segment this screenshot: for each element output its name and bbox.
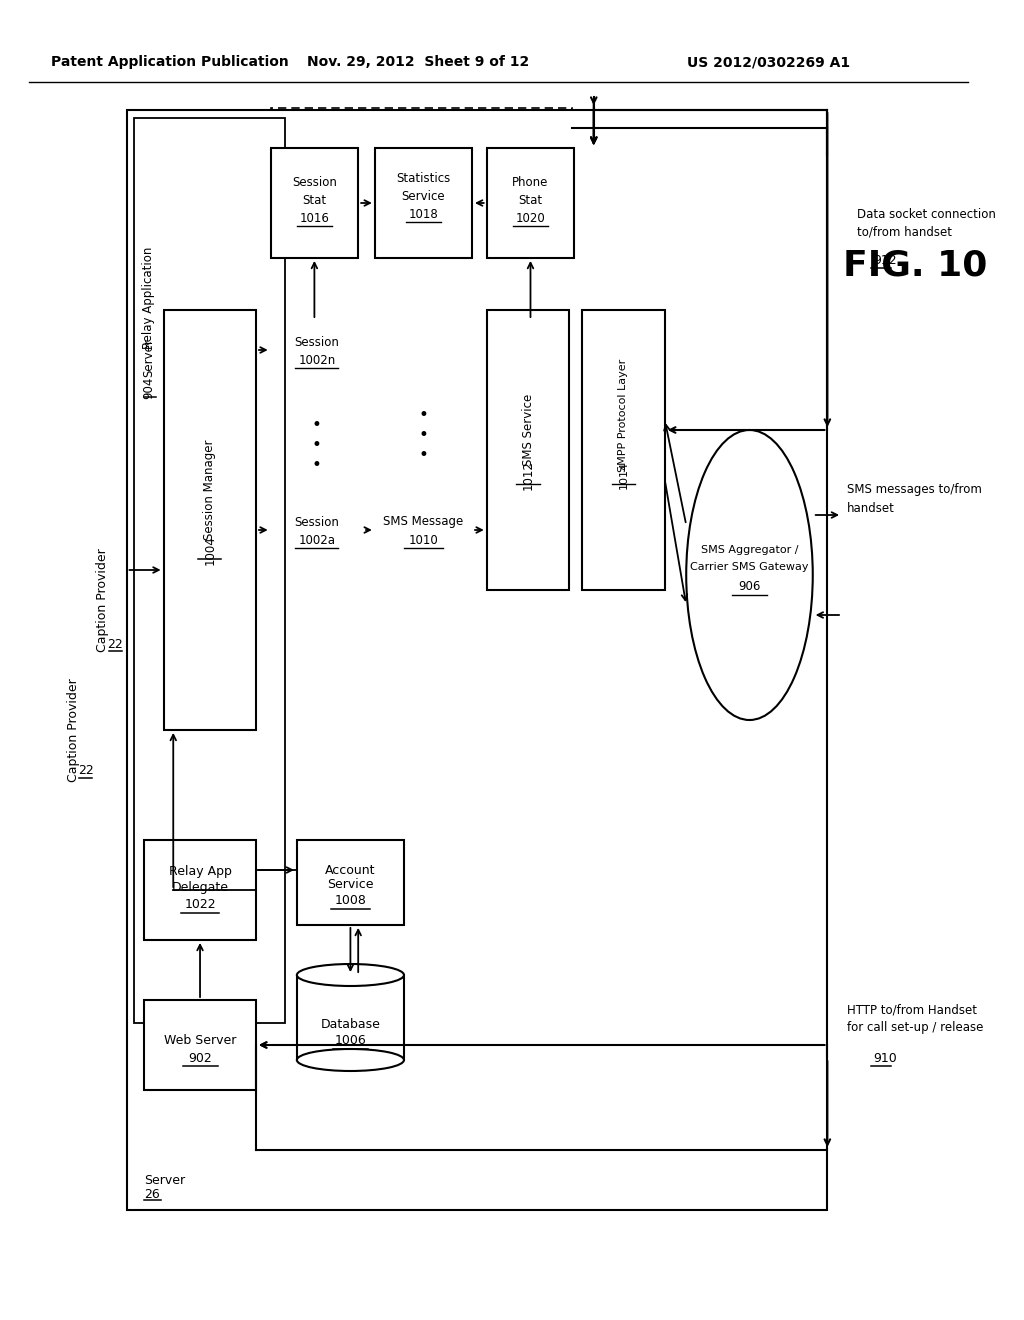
Text: SMS Aggregator /: SMS Aggregator / bbox=[700, 545, 799, 554]
Text: Data socket connection: Data socket connection bbox=[856, 209, 995, 222]
Ellipse shape bbox=[297, 1049, 403, 1071]
Text: SMS messages to/from: SMS messages to/from bbox=[847, 483, 982, 496]
Ellipse shape bbox=[686, 430, 813, 719]
Text: •: • bbox=[419, 407, 428, 424]
Text: Caption Provider: Caption Provider bbox=[67, 678, 80, 781]
Text: Session: Session bbox=[294, 335, 339, 348]
Text: Database: Database bbox=[321, 1019, 380, 1031]
Bar bbox=[127, 110, 827, 1210]
Text: 22: 22 bbox=[106, 639, 123, 652]
Text: 912: 912 bbox=[873, 253, 897, 267]
Bar bbox=[582, 310, 665, 590]
Bar bbox=[164, 310, 256, 730]
Text: SMS Message: SMS Message bbox=[383, 516, 464, 528]
Text: Carrier SMS Gateway: Carrier SMS Gateway bbox=[690, 562, 809, 572]
Text: Session Manager: Session Manager bbox=[203, 440, 216, 540]
Text: Phone: Phone bbox=[512, 177, 549, 190]
Text: Statistics: Statistics bbox=[396, 172, 451, 185]
Ellipse shape bbox=[297, 964, 403, 986]
Text: Delegate: Delegate bbox=[172, 882, 228, 895]
Text: Caption Provider: Caption Provider bbox=[95, 548, 109, 652]
Text: Service: Service bbox=[327, 879, 374, 891]
Bar bbox=[375, 148, 472, 257]
Text: Web Server: Web Server bbox=[164, 1034, 237, 1047]
Text: handset: handset bbox=[847, 502, 895, 515]
Text: Server: Server bbox=[144, 1173, 185, 1187]
Bar bbox=[375, 490, 472, 570]
Text: •: • bbox=[312, 436, 322, 454]
Bar bbox=[134, 117, 286, 1023]
Text: •: • bbox=[312, 416, 322, 434]
Text: 1010: 1010 bbox=[409, 533, 438, 546]
Text: 1018: 1018 bbox=[409, 207, 438, 220]
Text: 1008: 1008 bbox=[335, 895, 367, 908]
Text: SMS Service: SMS Service bbox=[521, 393, 535, 466]
Text: 1016: 1016 bbox=[299, 211, 330, 224]
Text: 902: 902 bbox=[188, 1052, 212, 1064]
Text: Session: Session bbox=[292, 177, 337, 190]
Bar bbox=[297, 840, 403, 925]
Text: •: • bbox=[312, 455, 322, 474]
Text: 26: 26 bbox=[144, 1188, 160, 1201]
Text: Relay Application: Relay Application bbox=[142, 247, 156, 350]
Text: Relay App: Relay App bbox=[169, 866, 231, 879]
Text: 1006: 1006 bbox=[335, 1035, 367, 1048]
Text: Service: Service bbox=[401, 190, 445, 202]
Text: 910: 910 bbox=[873, 1052, 897, 1064]
Text: •: • bbox=[419, 446, 428, 465]
Text: Nov. 29, 2012  Sheet 9 of 12: Nov. 29, 2012 Sheet 9 of 12 bbox=[307, 55, 529, 69]
Text: 1004: 1004 bbox=[203, 535, 216, 565]
Bar bbox=[144, 1001, 256, 1090]
Bar bbox=[270, 490, 364, 570]
Bar bbox=[297, 975, 403, 1060]
Text: 1022: 1022 bbox=[184, 899, 216, 912]
Text: SMPP Protocol Layer: SMPP Protocol Layer bbox=[618, 358, 629, 471]
Text: Session: Session bbox=[294, 516, 339, 528]
Text: Patent Application Publication: Patent Application Publication bbox=[51, 55, 289, 69]
Text: 22: 22 bbox=[78, 763, 93, 776]
Text: 1002n: 1002n bbox=[298, 354, 336, 367]
Text: 1002a: 1002a bbox=[298, 533, 335, 546]
Bar bbox=[486, 310, 569, 590]
Bar bbox=[144, 840, 256, 940]
Text: •: • bbox=[419, 426, 428, 444]
Text: US 2012/0302269 A1: US 2012/0302269 A1 bbox=[687, 55, 851, 69]
Text: for call set-up / release: for call set-up / release bbox=[847, 1022, 983, 1035]
Text: 1012: 1012 bbox=[521, 461, 535, 490]
Text: Stat: Stat bbox=[518, 194, 543, 206]
Bar bbox=[270, 310, 364, 389]
Text: Stat: Stat bbox=[302, 194, 327, 206]
Text: 906: 906 bbox=[738, 581, 761, 594]
Bar bbox=[486, 148, 574, 257]
Bar bbox=[134, 117, 811, 807]
Text: Server: Server bbox=[142, 338, 156, 378]
Text: to/from handset: to/from handset bbox=[856, 226, 951, 239]
Text: 904: 904 bbox=[142, 376, 156, 399]
Text: HTTP to/from Handset: HTTP to/from Handset bbox=[847, 1003, 977, 1016]
Text: 1020: 1020 bbox=[516, 211, 546, 224]
Text: Account: Account bbox=[326, 863, 376, 876]
Text: 1014: 1014 bbox=[618, 461, 629, 490]
Bar bbox=[270, 148, 358, 257]
Text: FIG. 10: FIG. 10 bbox=[843, 248, 987, 282]
Bar bbox=[270, 108, 572, 148]
